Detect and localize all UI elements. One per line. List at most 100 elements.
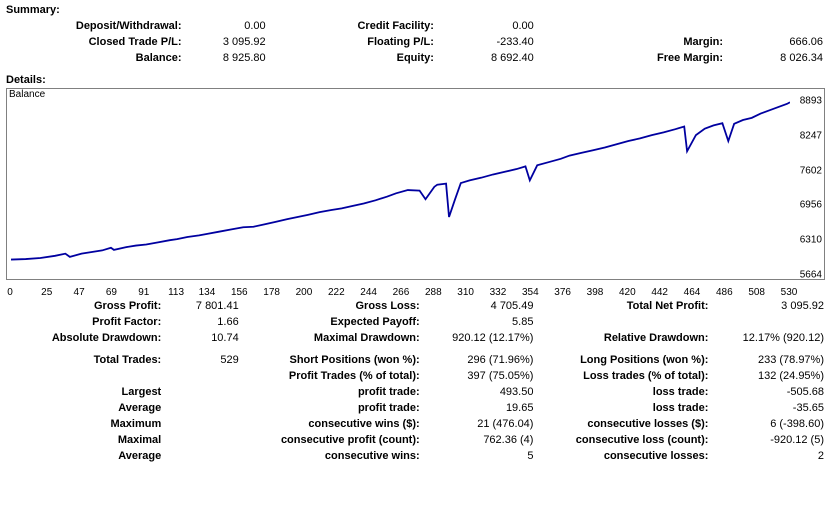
details-value	[710, 314, 826, 330]
chart-xtick: 222	[328, 287, 345, 298]
summary-label: Closed Trade P/L:	[8, 34, 182, 50]
details-row: Maximalconsecutive profit (count):762.36…	[4, 432, 826, 448]
details-value	[163, 368, 240, 384]
balance-line	[11, 102, 790, 259]
details-label: consecutive losses:	[543, 448, 710, 464]
details-label: Short Positions (won %):	[248, 352, 421, 368]
summary-label: Margin:	[586, 34, 723, 50]
details-label: Absolute Drawdown:	[4, 330, 163, 346]
details-row: Averageprofit trade:19.65loss trade:-35.…	[4, 400, 826, 416]
details-value	[163, 400, 240, 416]
chart-xtick: 420	[619, 287, 636, 298]
summary-value: 8 925.80	[182, 50, 266, 66]
details-row: Profit Trades (% of total):397 (75.05%)L…	[4, 368, 826, 384]
details-label: consecutive wins:	[248, 448, 421, 464]
details-value	[163, 432, 240, 448]
details-label: Maximum	[4, 416, 163, 432]
details-label: consecutive losses ($):	[543, 416, 710, 432]
details-value: 19.65	[422, 400, 536, 416]
details-value: 5	[422, 448, 536, 464]
chart-xtick: 47	[74, 287, 85, 298]
summary-label: Floating P/L:	[297, 34, 434, 50]
details-label: Long Positions (won %):	[543, 352, 710, 368]
details-row: Profit Factor:1.66Expected Payoff:5.85	[4, 314, 826, 330]
details-label: Profit Trades (% of total):	[248, 368, 421, 384]
chart-xtick: 486	[716, 287, 733, 298]
details-label: Relative Drawdown:	[543, 330, 710, 346]
summary-value: 3 095.92	[182, 34, 266, 50]
chart-ytick: 6956	[800, 200, 822, 211]
chart-xtick: 376	[554, 287, 571, 298]
details-value: 1.66	[163, 314, 240, 330]
summary-label: Balance:	[8, 50, 182, 66]
chart-xtick: 156	[231, 287, 248, 298]
details-row: Averageconsecutive wins:5consecutive los…	[4, 448, 826, 464]
chart-xtick: 310	[457, 287, 474, 298]
summary-heading: Summary:	[6, 4, 830, 16]
summary-value	[723, 18, 823, 34]
details-value: 10.74	[163, 330, 240, 346]
summary-value: 666.06	[723, 34, 823, 50]
chart-xtick: 464	[684, 287, 701, 298]
details-label: Largest	[4, 384, 163, 400]
chart-ytick: 6310	[800, 235, 822, 246]
details-value: 397 (75.05%)	[422, 368, 536, 384]
details-row: Absolute Drawdown:10.74 Maximal Drawdown:…	[4, 330, 826, 346]
details-value: -920.12 (5)	[710, 432, 826, 448]
summary-label: Free Margin:	[586, 50, 723, 66]
details-value: 296 (71.96%)	[422, 352, 536, 368]
summary-value: 0.00	[182, 18, 266, 34]
chart-xtick: 69	[106, 287, 117, 298]
details-label: consecutive loss (count):	[543, 432, 710, 448]
details-value: 2	[710, 448, 826, 464]
details-label: loss trade:	[543, 400, 710, 416]
chart-xtick: 91	[138, 287, 149, 298]
summary-value: 8 026.34	[723, 50, 823, 66]
details-value: 6 (-398.60)	[710, 416, 826, 432]
details-label: loss trade:	[543, 384, 710, 400]
chart-xtick: 508	[748, 287, 765, 298]
details-value	[163, 416, 240, 432]
details-label: Maximal	[4, 432, 163, 448]
details-value: 12.17% (920.12)	[710, 330, 826, 346]
chart-ytick: 7602	[800, 165, 822, 176]
summary-value: 0.00	[434, 18, 534, 34]
chart-xtick: 244	[360, 287, 377, 298]
chart-xtick: 332	[490, 287, 507, 298]
chart-xtick: 134	[199, 287, 216, 298]
chart-xtick: 442	[651, 287, 668, 298]
chart-xtick: 398	[587, 287, 604, 298]
chart-xtick: 178	[263, 287, 280, 298]
details-row: Total Trades:529Short Positions (won %):…	[4, 352, 826, 368]
chart-xtick: 288	[425, 287, 442, 298]
summary-value: -233.40	[434, 34, 534, 50]
details-row: Largestprofit trade:493.50loss trade:-50…	[4, 384, 826, 400]
chart-xtick: 200	[296, 287, 313, 298]
details-label	[543, 314, 710, 330]
details-row: Maximumconsecutive wins ($):21 (476.04)c…	[4, 416, 826, 432]
details-label: consecutive wins ($):	[248, 416, 421, 432]
details-value: 493.50	[422, 384, 536, 400]
details-value: 5.85	[422, 314, 536, 330]
balance-chart: Balance 566463106956760282478893	[6, 88, 825, 280]
details-value	[163, 384, 240, 400]
details-value	[163, 448, 240, 464]
details-value: 762.36 (4)	[422, 432, 536, 448]
summary-label	[586, 18, 723, 34]
chart-ytick: 8893	[800, 96, 822, 107]
chart-xtick: 354	[522, 287, 539, 298]
summary-row: Deposit/Withdrawal:0.00Credit Facility:0…	[8, 18, 823, 34]
chart-yaxis: 566463106956760282478893	[792, 101, 824, 275]
details-value: 920.12 (12.17%)	[422, 330, 536, 346]
chart-xtick: 266	[393, 287, 410, 298]
chart-xtick: 530	[781, 287, 798, 298]
details-label: Profit Factor:	[4, 314, 163, 330]
details-label: Maximal Drawdown:	[248, 330, 421, 346]
chart-xtick: 25	[41, 287, 52, 298]
summary-table: Deposit/Withdrawal:0.00Credit Facility:0…	[8, 18, 823, 66]
summary-value: 8 692.40	[434, 50, 534, 66]
details-label: profit trade:	[248, 400, 421, 416]
details-label: Average	[4, 400, 163, 416]
summary-label: Credit Facility:	[297, 18, 434, 34]
chart-ytick: 8247	[800, 130, 822, 141]
